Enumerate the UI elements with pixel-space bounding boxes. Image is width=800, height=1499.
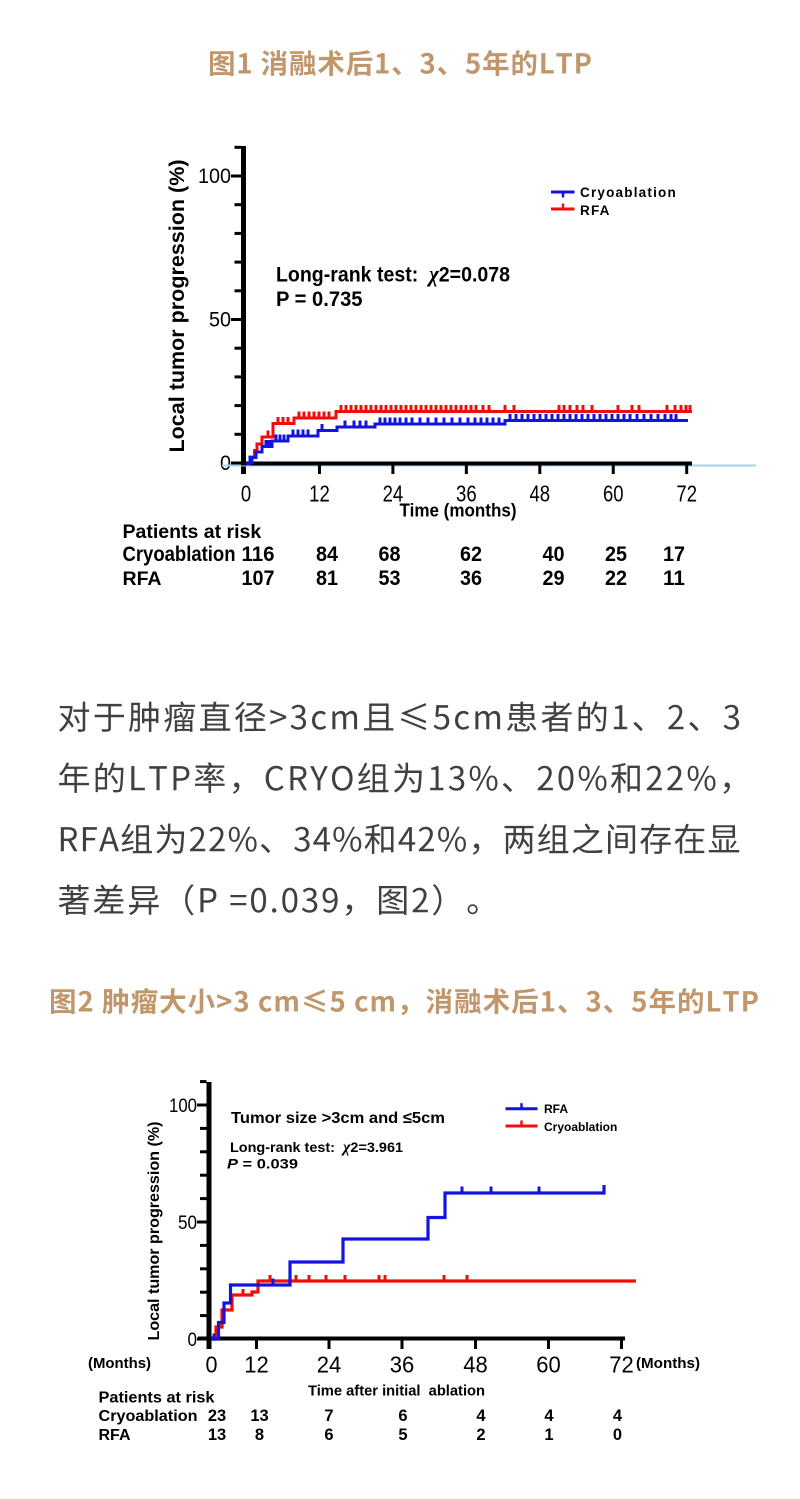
- svg-text:116: 116: [242, 543, 275, 566]
- svg-text:Tumor size >3cm and ≤5cm: Tumor size >3cm and ≤5cm: [231, 1110, 445, 1127]
- svg-text:100: 100: [198, 165, 231, 188]
- svg-text:0: 0: [188, 1329, 198, 1351]
- svg-text:12: 12: [309, 481, 330, 507]
- svg-text:Cryoablation: Cryoablation: [580, 185, 677, 200]
- svg-text:4: 4: [544, 1407, 554, 1425]
- svg-text:2: 2: [476, 1426, 485, 1444]
- svg-text:Cryoablation: Cryoablation: [544, 1120, 617, 1134]
- svg-text:36: 36: [460, 567, 482, 590]
- svg-text:0: 0: [220, 452, 231, 475]
- svg-text:48: 48: [530, 481, 551, 507]
- svg-text:0: 0: [241, 481, 251, 507]
- svg-text:62: 62: [460, 543, 482, 566]
- svg-text:100: 100: [169, 1095, 197, 1117]
- svg-text:Cryoablation: Cryoablation: [123, 543, 236, 566]
- svg-text:25: 25: [605, 543, 627, 566]
- svg-text:72: 72: [609, 1352, 634, 1378]
- svg-text:50: 50: [209, 309, 231, 332]
- svg-text:84: 84: [316, 543, 338, 566]
- svg-text:60: 60: [603, 481, 624, 507]
- svg-text:24: 24: [317, 1352, 342, 1378]
- svg-text:36: 36: [456, 481, 477, 507]
- svg-text:107: 107: [242, 567, 275, 590]
- svg-text:(Months): (Months): [636, 1355, 700, 1372]
- svg-text:50: 50: [178, 1212, 197, 1234]
- svg-text:72: 72: [676, 481, 697, 507]
- svg-text:4: 4: [476, 1407, 486, 1425]
- svg-text:Local tumor progression (%): Local tumor progression (%): [146, 1122, 163, 1341]
- svg-text:RFA: RFA: [99, 1427, 131, 1444]
- svg-text:60: 60: [536, 1352, 561, 1378]
- svg-text:17: 17: [663, 543, 685, 566]
- svg-text:13: 13: [208, 1426, 226, 1444]
- svg-text:Long-rank test: χ2=0.078: Long-rank test: χ2=0.078: [276, 262, 510, 287]
- svg-text:Patients at risk: Patients at risk: [99, 1390, 215, 1407]
- svg-text:7: 7: [324, 1407, 333, 1425]
- svg-text:53: 53: [379, 567, 401, 590]
- svg-text:RFA: RFA: [123, 568, 162, 590]
- svg-text:11: 11: [663, 567, 685, 590]
- svg-text:36: 36: [390, 1352, 415, 1378]
- svg-text:(Months): (Months): [88, 1355, 151, 1372]
- svg-text:81: 81: [316, 567, 338, 590]
- svg-text:Cryoablation: Cryoablation: [99, 1408, 198, 1425]
- svg-text:22: 22: [605, 567, 627, 590]
- svg-text:13: 13: [250, 1407, 268, 1425]
- svg-text:Patients at risk: Patients at risk: [123, 521, 262, 543]
- svg-text:Time (months): Time (months): [400, 500, 517, 521]
- svg-text:6: 6: [324, 1426, 333, 1444]
- svg-text:RFA: RFA: [580, 203, 611, 218]
- svg-text:40: 40: [543, 543, 565, 566]
- svg-text:8: 8: [255, 1426, 264, 1444]
- svg-text:P = 0.735: P = 0.735: [276, 288, 363, 311]
- svg-text:P = 0.039: P = 0.039: [227, 1156, 298, 1172]
- svg-text:1: 1: [544, 1426, 553, 1444]
- svg-text:Local tumor progression (%): Local tumor progression (%): [166, 160, 189, 453]
- svg-text:68: 68: [379, 543, 401, 566]
- svg-text:4: 4: [613, 1407, 623, 1425]
- svg-text:Long-rank test: χ2=3.961: Long-rank test: χ2=3.961: [230, 1139, 403, 1156]
- svg-text:0: 0: [613, 1426, 622, 1444]
- svg-text:RFA: RFA: [544, 1102, 568, 1116]
- svg-text:12: 12: [244, 1352, 269, 1378]
- svg-text:Time after initial ablation: Time after initial ablation: [308, 1383, 485, 1400]
- svg-text:23: 23: [208, 1407, 226, 1425]
- svg-text:0: 0: [206, 1352, 218, 1378]
- svg-text:29: 29: [543, 567, 565, 590]
- svg-text:6: 6: [398, 1407, 407, 1425]
- svg-text:5: 5: [398, 1426, 407, 1444]
- svg-text:48: 48: [463, 1352, 488, 1378]
- svg-text:24: 24: [383, 481, 404, 507]
